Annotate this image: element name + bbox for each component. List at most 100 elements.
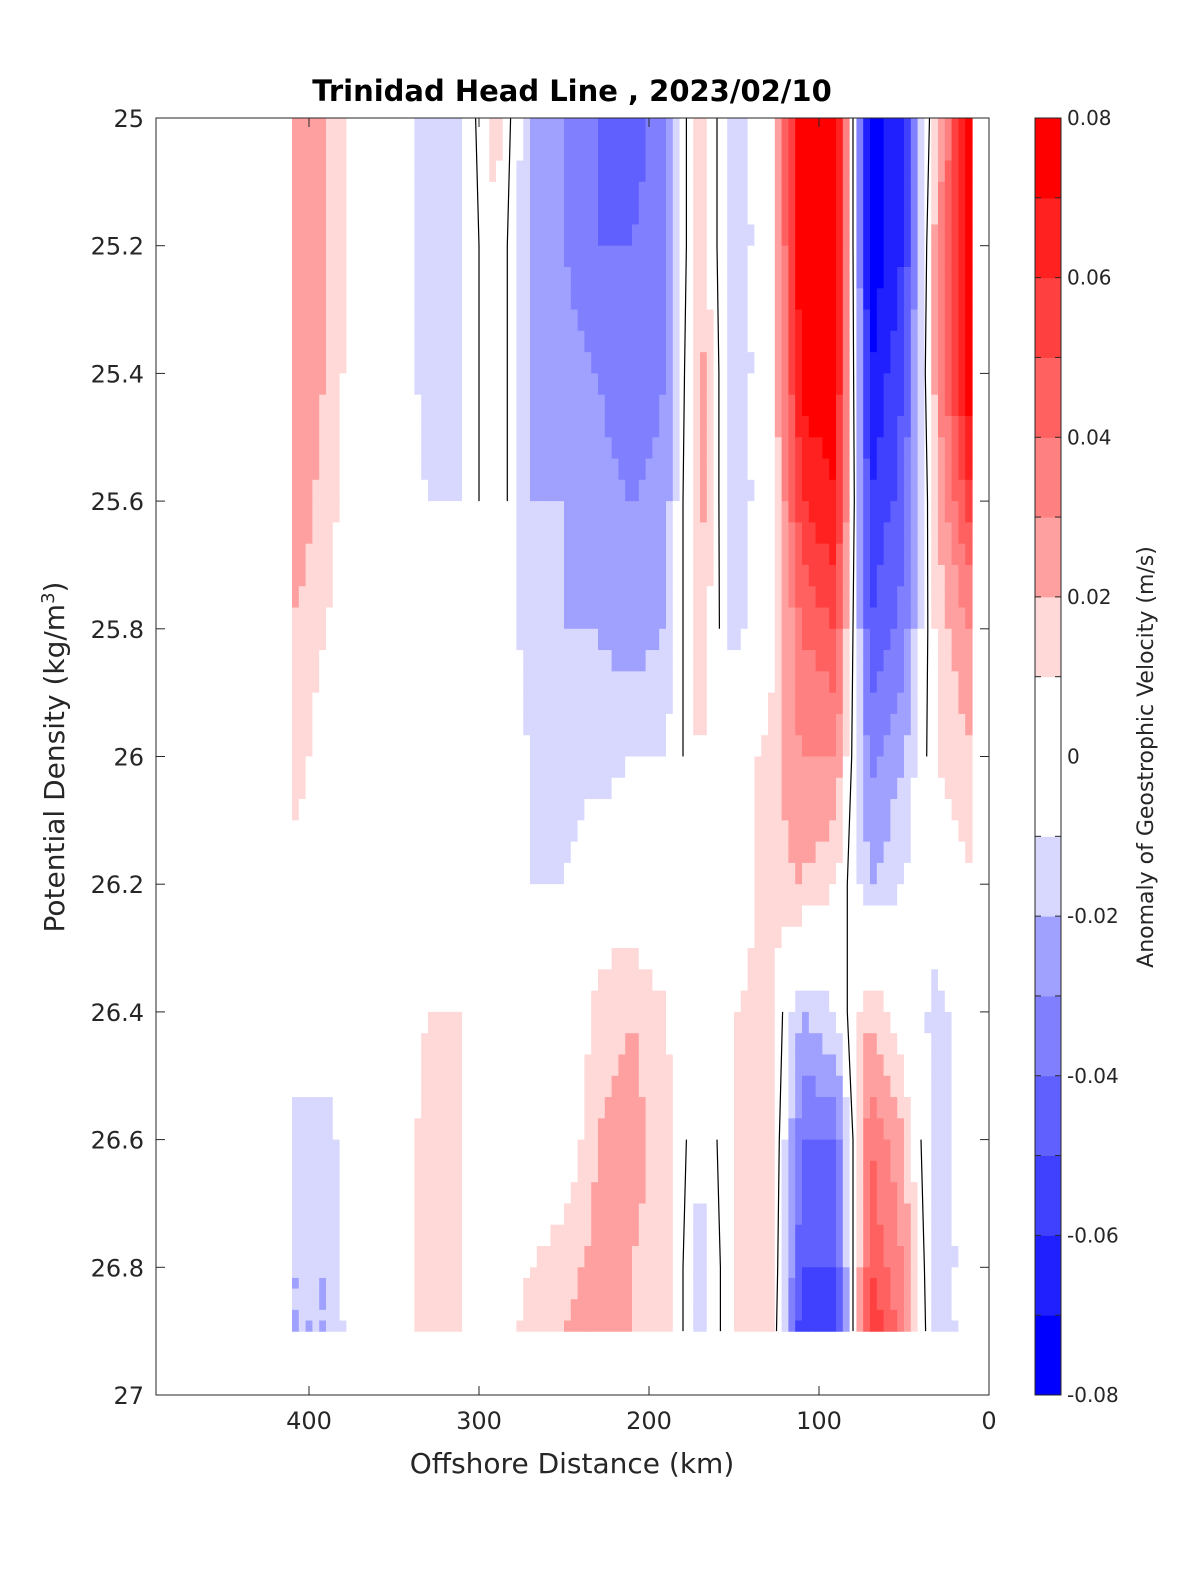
heatmap-cell — [428, 1267, 436, 1279]
heatmap-cell — [815, 1139, 823, 1162]
heatmap-cell — [564, 713, 572, 736]
heatmap-cell — [421, 160, 429, 183]
heatmap-cell — [863, 756, 871, 779]
heatmap-cell — [836, 139, 844, 162]
heatmap-cell — [509, 1267, 517, 1279]
heatmap-cell — [557, 1139, 565, 1162]
heatmap-cell — [557, 628, 565, 651]
heatmap-cell — [536, 479, 545, 502]
heatmap-cell — [740, 650, 749, 672]
heatmap-cell — [795, 841, 803, 864]
heatmap-cell — [754, 1118, 762, 1141]
heatmap-cell — [591, 139, 599, 162]
heatmap-cell — [686, 501, 694, 523]
heatmap-cell — [781, 1139, 789, 1162]
heatmap-cell — [720, 564, 728, 587]
heatmap-cell — [808, 820, 817, 843]
heatmap-cell — [536, 1182, 545, 1205]
heatmap-cell — [638, 458, 647, 481]
heatmap-cell — [468, 373, 477, 396]
heatmap-cell — [360, 650, 368, 672]
heatmap-cell — [802, 1054, 810, 1077]
heatmap-cell — [441, 415, 449, 438]
heatmap-cell — [441, 820, 449, 843]
heatmap-cell — [298, 118, 307, 140]
heatmap-cell — [462, 373, 470, 396]
heatmap-cell — [319, 1224, 327, 1247]
heatmap-cell — [802, 650, 810, 672]
heatmap-cell — [836, 671, 844, 694]
heatmap-cell — [652, 777, 660, 800]
heatmap-cell — [564, 245, 572, 268]
heatmap-cell — [849, 799, 857, 821]
heatmap-cell — [407, 905, 415, 928]
heatmap-cell — [421, 1288, 429, 1300]
heatmap-cell — [441, 1288, 449, 1300]
heatmap-cell — [829, 1011, 837, 1034]
heatmap-cell — [591, 926, 599, 949]
heatmap-cell — [734, 1054, 742, 1077]
heatmap-cell — [462, 394, 470, 417]
heatmap-cell — [740, 139, 749, 162]
heatmap-cell — [516, 948, 524, 970]
heatmap-cell — [482, 1288, 490, 1300]
heatmap-cell — [836, 841, 844, 864]
heatmap-cell — [305, 650, 313, 672]
heatmap-cell — [414, 181, 422, 204]
heatmap-cell — [557, 139, 565, 162]
heatmap-cell — [326, 799, 334, 821]
heatmap-cell — [706, 139, 715, 162]
heatmap-cell — [360, 586, 368, 609]
heatmap-cell — [700, 799, 708, 821]
heatmap-cell — [747, 1246, 755, 1268]
heatmap-cell — [387, 799, 395, 821]
heatmap-cell — [339, 926, 347, 949]
heatmap-cell — [543, 799, 551, 821]
heatmap-cell — [414, 1075, 422, 1098]
heatmap-cell — [611, 564, 619, 587]
heatmap-cell — [659, 1139, 667, 1162]
heatmap-cell — [761, 1203, 769, 1226]
heatmap-cell — [808, 394, 817, 417]
heatmap-cell — [455, 948, 463, 970]
heatmap-cell — [788, 628, 796, 651]
heatmap-cell — [502, 1139, 511, 1162]
heatmap-cell — [468, 1054, 477, 1077]
heatmap-cell — [536, 1075, 545, 1098]
heatmap-cell — [475, 692, 483, 715]
heatmap-cell — [407, 607, 415, 630]
heatmap-cell — [387, 1011, 395, 1034]
heatmap-cell — [672, 415, 681, 438]
heatmap-cell — [414, 1097, 422, 1119]
heatmap-cell — [543, 990, 551, 1013]
heatmap-cell — [428, 905, 436, 928]
heatmap-cell — [468, 309, 477, 332]
heatmap-cell — [366, 692, 375, 715]
heatmap-cell — [509, 224, 517, 247]
heatmap-cell — [441, 118, 449, 140]
heatmap-cell — [326, 373, 334, 396]
heatmap-cell — [768, 713, 776, 736]
heatmap-cell — [802, 160, 810, 183]
heatmap-cell — [346, 1320, 354, 1332]
heatmap-cell — [339, 1075, 347, 1098]
heatmap-cell — [530, 309, 538, 332]
heatmap-cell — [557, 671, 565, 694]
heatmap-cell — [326, 352, 334, 374]
heatmap-cell — [353, 1054, 361, 1077]
heatmap-cell — [564, 926, 572, 949]
heatmap-cell — [536, 458, 545, 481]
heatmap-cell — [339, 1309, 347, 1322]
heatmap-cell — [842, 586, 851, 609]
heatmap-cell — [734, 905, 742, 928]
heatmap-cell — [584, 1320, 592, 1332]
heatmap-cell — [448, 1160, 456, 1183]
heatmap-cell — [618, 203, 626, 226]
heatmap-cell — [536, 1139, 545, 1162]
heatmap-cell — [604, 330, 613, 353]
heatmap-cell — [516, 586, 524, 609]
heatmap-cell — [496, 692, 504, 715]
heatmap-cell — [802, 245, 810, 268]
heatmap-cell — [564, 1033, 572, 1056]
heatmap-cell — [482, 564, 490, 587]
